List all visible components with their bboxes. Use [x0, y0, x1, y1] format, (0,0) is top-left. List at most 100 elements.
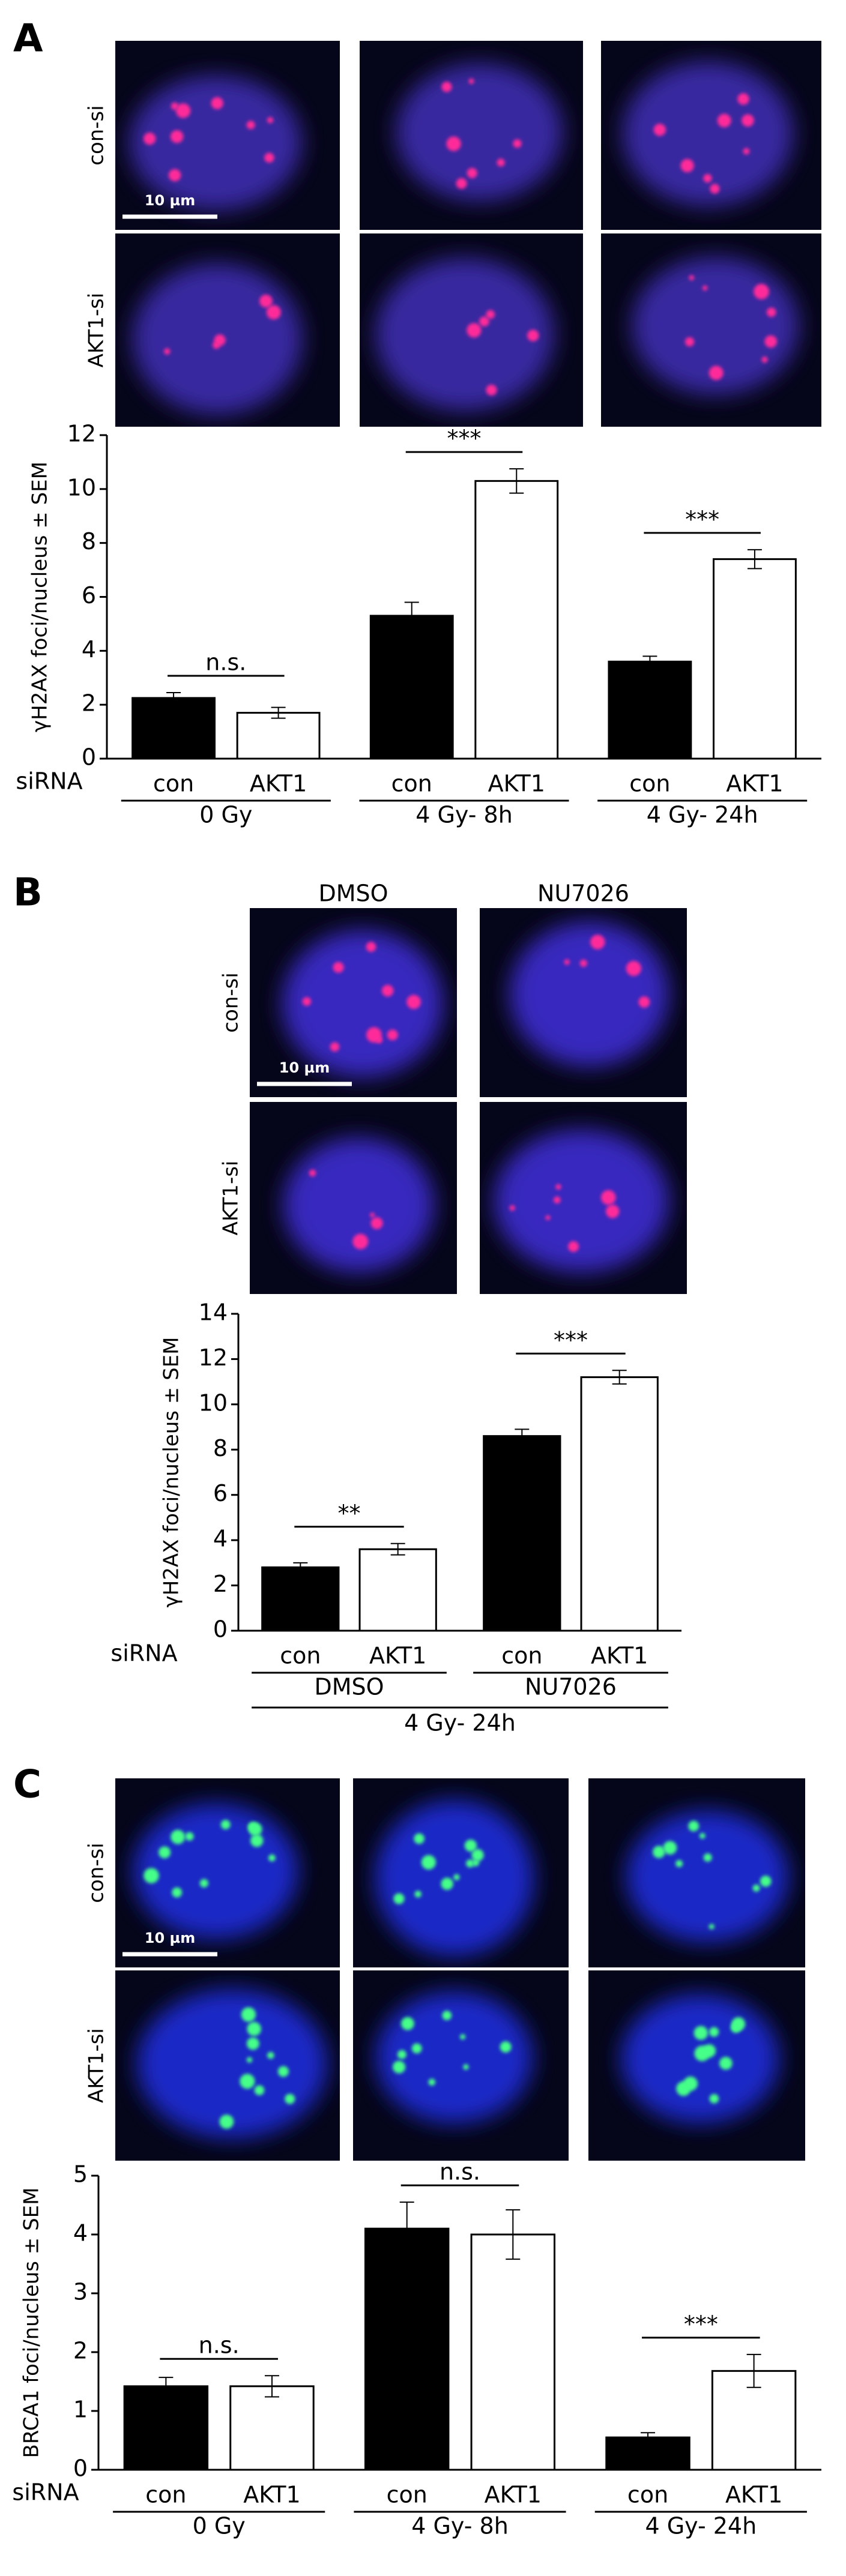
error-bar — [612, 1370, 627, 1385]
x-tick-label: AKT1 — [250, 771, 307, 797]
focus — [171, 1829, 186, 1844]
focus — [400, 2017, 414, 2030]
y-tick-label: 2 — [82, 690, 96, 717]
focus — [421, 1855, 436, 1870]
focus — [545, 1215, 551, 1220]
focus — [428, 2078, 436, 2086]
focus — [497, 158, 505, 167]
micrograph — [360, 233, 583, 427]
focus — [199, 1879, 208, 1888]
x-tick-label: con — [145, 2482, 186, 2508]
x-tick-label: AKT1 — [726, 771, 783, 797]
focus — [527, 330, 539, 342]
error-bar — [746, 2353, 761, 2388]
y-tick-label: 4 — [82, 636, 96, 663]
focus — [366, 942, 376, 952]
micrograph — [115, 1970, 340, 2161]
nucleus — [137, 1989, 327, 2139]
focus — [626, 960, 641, 977]
focus — [397, 2050, 406, 2059]
focus — [683, 2076, 698, 2091]
y-tick-label: 12 — [67, 421, 96, 447]
scale-bar-label: 10 µm — [145, 1930, 195, 1946]
nucleus-group — [375, 258, 554, 411]
focus — [579, 959, 587, 968]
y-tick-label: 0 — [82, 744, 96, 771]
focus — [703, 1853, 712, 1862]
y-tick-label: 6 — [82, 582, 96, 609]
focus — [766, 307, 776, 317]
bar — [713, 558, 797, 760]
focus — [466, 1859, 474, 1868]
nucleus — [510, 921, 669, 1067]
focus — [761, 357, 768, 363]
significance-label: *** — [684, 2311, 718, 2337]
nucleus — [375, 258, 554, 411]
micrograph — [115, 1778, 340, 1967]
nucleus-group — [510, 921, 669, 1067]
panel-letter: A — [13, 17, 43, 61]
nucleus — [396, 63, 563, 202]
bar — [229, 2385, 315, 2471]
y-axis-label: γH2AX foci/nucleus ± SEM — [160, 1337, 184, 1608]
focus — [393, 2060, 406, 2074]
y-tick-label: 10 — [199, 1389, 228, 1416]
focus — [471, 1849, 484, 1862]
focus — [731, 2017, 746, 2031]
focus — [264, 152, 274, 163]
micrograph — [601, 41, 821, 230]
focus — [164, 348, 171, 355]
focus — [442, 2011, 452, 2020]
focus — [680, 158, 694, 173]
focus — [309, 1169, 316, 1177]
focus — [486, 310, 495, 319]
focus — [743, 148, 750, 155]
focus — [247, 2021, 261, 2036]
error-bar — [166, 691, 181, 704]
group-label: 4 Gy- 24h — [647, 802, 758, 828]
x-tick-label: con — [387, 2482, 428, 2508]
focus — [387, 1029, 398, 1041]
error-bar — [293, 1562, 308, 1572]
focus — [214, 334, 226, 346]
focus — [254, 2085, 265, 2096]
focus — [259, 294, 273, 308]
focus — [381, 984, 394, 997]
focus — [219, 2114, 234, 2129]
focus — [414, 1833, 425, 1844]
focus — [600, 1190, 616, 1205]
focus — [333, 961, 344, 973]
error-bar — [506, 2209, 521, 2260]
micrograph — [250, 908, 457, 1097]
focus — [742, 114, 754, 127]
focus — [441, 82, 452, 92]
nucleus-group — [375, 1800, 534, 1957]
focus — [376, 1037, 383, 1044]
group-label: NU7026 — [525, 1674, 617, 1700]
focus — [684, 337, 695, 347]
micrograph — [360, 41, 583, 230]
group-label: 0 Gy — [193, 2513, 246, 2539]
focus — [406, 995, 421, 1010]
y-tick-label: 1 — [73, 2397, 88, 2423]
focus — [472, 1859, 480, 1867]
micrograph — [353, 1970, 569, 2161]
x-tick-label: con — [153, 771, 194, 797]
focus — [689, 275, 695, 281]
bar — [369, 615, 454, 760]
y-tick-label: 4 — [213, 1526, 228, 1552]
row-label: AKT1-si — [219, 1161, 243, 1236]
error-bar — [509, 468, 524, 494]
row-label: con-si — [219, 972, 243, 1032]
focus — [267, 2051, 274, 2059]
x-axis-label: siRNA — [110, 1640, 177, 1667]
focus — [709, 1924, 715, 1930]
bar — [364, 2227, 450, 2471]
focus — [638, 996, 650, 1008]
nucleus — [623, 61, 793, 206]
focus — [653, 124, 666, 136]
nucleus-group — [396, 63, 563, 202]
bar — [483, 1435, 561, 1632]
nucleus-group — [632, 257, 799, 395]
nucleus-group — [282, 930, 443, 1078]
